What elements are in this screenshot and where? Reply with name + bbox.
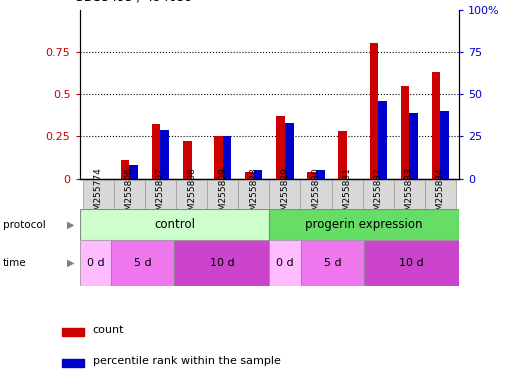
Text: GSM255809: GSM255809 — [218, 167, 227, 222]
Bar — [83, 180, 114, 209]
Bar — [63, 359, 84, 367]
Text: GSM255828: GSM255828 — [249, 167, 258, 222]
Text: GSM255831: GSM255831 — [343, 167, 351, 222]
Bar — [245, 172, 254, 179]
Bar — [401, 86, 409, 179]
Bar — [269, 180, 301, 209]
Text: GSM255832: GSM255832 — [374, 167, 383, 222]
Text: GSM255833: GSM255833 — [405, 167, 414, 222]
Bar — [378, 101, 387, 179]
Bar — [276, 116, 285, 179]
Text: 0 d: 0 d — [277, 258, 294, 268]
Bar — [80, 209, 269, 240]
Bar — [307, 172, 316, 179]
Bar — [80, 240, 111, 286]
Text: GSM255806: GSM255806 — [125, 167, 134, 222]
Text: GSM255829: GSM255829 — [281, 167, 289, 222]
Bar — [409, 113, 418, 179]
Text: protocol: protocol — [3, 220, 45, 230]
Bar — [301, 180, 331, 209]
Bar — [316, 170, 325, 179]
Text: 0 d: 0 d — [87, 258, 104, 268]
Bar — [301, 240, 364, 286]
Text: 5 d: 5 d — [134, 258, 152, 268]
Bar — [207, 180, 238, 209]
Text: GSM255807: GSM255807 — [156, 167, 165, 222]
Bar — [238, 180, 269, 209]
Bar — [214, 136, 223, 179]
Bar — [394, 180, 425, 209]
Bar — [269, 209, 459, 240]
Bar — [161, 129, 169, 179]
Bar — [129, 165, 138, 179]
Text: count: count — [93, 325, 124, 335]
Bar — [369, 43, 378, 179]
Bar — [176, 180, 207, 209]
Text: GSM255774: GSM255774 — [94, 167, 103, 222]
Text: percentile rank within the sample: percentile rank within the sample — [93, 356, 281, 366]
Text: time: time — [3, 258, 26, 268]
Bar — [174, 240, 269, 286]
Bar — [425, 180, 456, 209]
Bar — [223, 136, 231, 179]
Bar — [441, 111, 449, 179]
Bar — [331, 180, 363, 209]
Text: GSM255830: GSM255830 — [311, 167, 321, 222]
Text: GSM255808: GSM255808 — [187, 167, 196, 222]
Bar — [432, 72, 441, 179]
Text: 5 d: 5 d — [324, 258, 342, 268]
Text: ▶: ▶ — [67, 258, 74, 268]
Text: control: control — [154, 218, 195, 231]
Text: ▶: ▶ — [67, 220, 74, 230]
Text: 10 d: 10 d — [209, 258, 234, 268]
Bar — [121, 160, 129, 179]
Bar — [269, 240, 301, 286]
Text: progerin expression: progerin expression — [305, 218, 423, 231]
Bar — [254, 170, 263, 179]
Bar — [364, 240, 459, 286]
Bar — [152, 124, 161, 179]
Text: GDS3495 / 494059: GDS3495 / 494059 — [74, 0, 193, 4]
Bar — [63, 328, 84, 336]
Bar — [145, 180, 176, 209]
Bar — [285, 123, 293, 179]
Bar — [339, 131, 347, 179]
Bar — [363, 180, 394, 209]
Text: 10 d: 10 d — [399, 258, 424, 268]
Bar — [111, 240, 174, 286]
Bar — [183, 141, 191, 179]
Bar — [114, 180, 145, 209]
Text: GSM255834: GSM255834 — [436, 167, 445, 222]
